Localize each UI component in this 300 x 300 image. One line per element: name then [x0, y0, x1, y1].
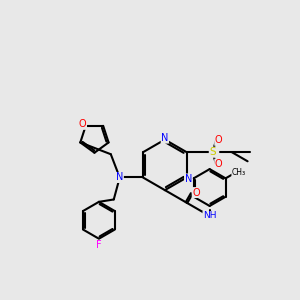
Text: S: S — [209, 147, 216, 157]
Text: O: O — [192, 188, 200, 198]
Text: N: N — [184, 174, 192, 184]
Text: N: N — [161, 133, 169, 143]
Text: O: O — [79, 119, 87, 129]
Text: N: N — [116, 172, 123, 182]
Text: CH₃: CH₃ — [232, 168, 246, 177]
Text: NH: NH — [203, 212, 216, 220]
Text: O: O — [215, 159, 222, 169]
Text: F: F — [96, 240, 102, 250]
Text: O: O — [215, 135, 222, 145]
